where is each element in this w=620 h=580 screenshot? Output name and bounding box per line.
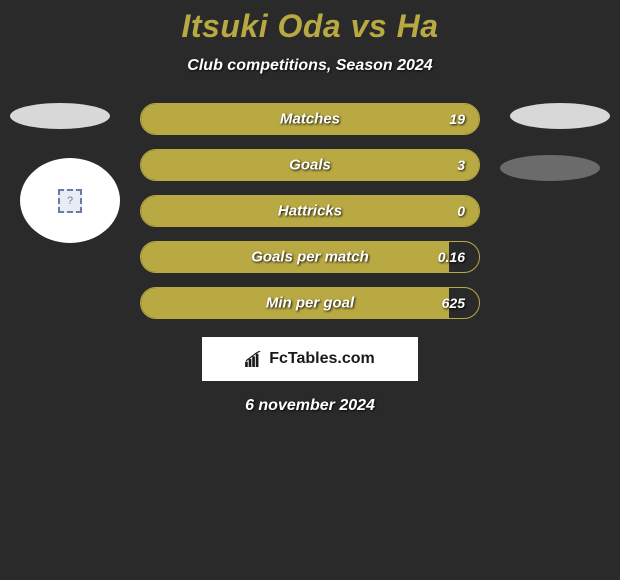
stat-label: Matches xyxy=(280,111,340,128)
question-mark-icon: ? xyxy=(67,195,73,207)
jersey-placeholder-icon: ? xyxy=(58,189,82,213)
stat-value: 0.16 xyxy=(438,249,465,265)
stat-label: Hattricks xyxy=(278,203,342,220)
stat-row-min-per-goal: Min per goal 625 xyxy=(140,287,480,319)
player-right-name-oval xyxy=(510,103,610,129)
stat-label: Goals xyxy=(289,157,331,174)
stat-value: 0 xyxy=(457,203,465,219)
page-title: Itsuki Oda vs Ha xyxy=(0,8,620,45)
brand-logo[interactable]: FcTables.com xyxy=(202,337,418,381)
brand-text: FcTables.com xyxy=(269,350,375,368)
stat-value: 625 xyxy=(442,295,465,311)
chart-icon xyxy=(245,351,263,367)
comparison-card: Itsuki Oda vs Ha Club competitions, Seas… xyxy=(0,0,620,415)
date-label: 6 november 2024 xyxy=(0,397,620,415)
subtitle: Club competitions, Season 2024 xyxy=(0,57,620,75)
stats-area: ? Matches 19 Goals 3 Hattricks 0 xyxy=(0,103,620,415)
stat-row-hattricks: Hattricks 0 xyxy=(140,195,480,227)
stat-row-goals: Goals 3 xyxy=(140,149,480,181)
stat-row-matches: Matches 19 xyxy=(140,103,480,135)
stat-label: Goals per match xyxy=(251,249,369,266)
player-right-avatar-oval xyxy=(500,155,600,181)
player-left-name-oval xyxy=(10,103,110,129)
player-left-avatar: ? xyxy=(20,158,120,243)
stat-rows: Matches 19 Goals 3 Hattricks 0 Goals per… xyxy=(140,103,480,319)
stat-label: Min per goal xyxy=(266,295,354,312)
stat-value: 3 xyxy=(457,157,465,173)
stat-value: 19 xyxy=(449,111,465,127)
stat-row-goals-per-match: Goals per match 0.16 xyxy=(140,241,480,273)
